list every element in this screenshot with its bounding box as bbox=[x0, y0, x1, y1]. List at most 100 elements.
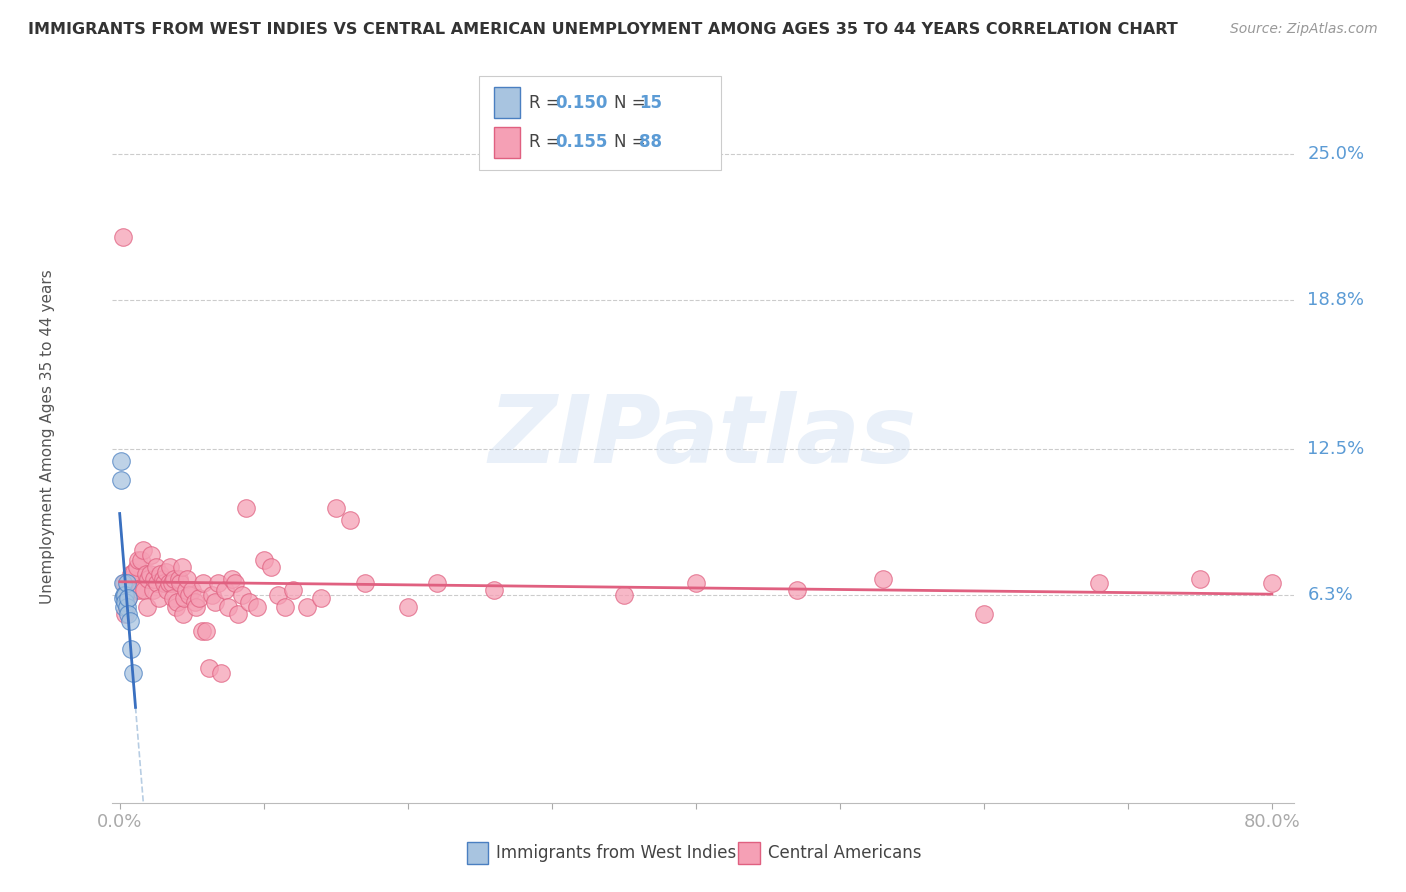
Text: Unemployment Among Ages 35 to 44 years: Unemployment Among Ages 35 to 44 years bbox=[39, 269, 55, 605]
Point bbox=[167, 572, 190, 586]
Point bbox=[238, 595, 260, 609]
Point bbox=[1261, 576, 1284, 591]
Point bbox=[217, 599, 239, 614]
FancyBboxPatch shape bbox=[478, 77, 721, 170]
Point bbox=[260, 559, 283, 574]
Point bbox=[124, 583, 146, 598]
Point bbox=[204, 595, 226, 609]
Point bbox=[110, 473, 132, 487]
Point bbox=[134, 583, 156, 598]
Text: 6.3%: 6.3% bbox=[1308, 586, 1353, 604]
Point bbox=[117, 591, 139, 605]
Point bbox=[114, 588, 136, 602]
Point bbox=[339, 513, 361, 527]
Text: Central Americans: Central Americans bbox=[768, 844, 921, 862]
Point bbox=[176, 572, 198, 586]
Point bbox=[117, 607, 139, 621]
Point bbox=[143, 572, 166, 586]
Point bbox=[183, 595, 205, 609]
Text: R =: R = bbox=[530, 94, 565, 112]
FancyBboxPatch shape bbox=[494, 127, 520, 158]
Text: N =: N = bbox=[614, 134, 651, 152]
Point bbox=[198, 661, 221, 675]
Point bbox=[114, 607, 136, 621]
Point bbox=[138, 572, 160, 586]
Point bbox=[311, 591, 333, 605]
Point bbox=[160, 576, 183, 591]
Point bbox=[112, 576, 135, 591]
Point bbox=[325, 500, 347, 515]
FancyBboxPatch shape bbox=[467, 841, 488, 863]
Point bbox=[193, 576, 215, 591]
Point bbox=[127, 553, 149, 567]
Point bbox=[142, 583, 165, 598]
Point bbox=[115, 583, 138, 598]
Point bbox=[110, 453, 132, 467]
Point bbox=[159, 559, 181, 574]
Point bbox=[148, 591, 170, 605]
Text: 18.8%: 18.8% bbox=[1308, 291, 1364, 310]
Point bbox=[184, 599, 207, 614]
Point bbox=[152, 572, 174, 586]
Point bbox=[111, 229, 134, 244]
Point bbox=[163, 572, 186, 586]
Point bbox=[173, 591, 195, 605]
Point bbox=[281, 583, 304, 598]
Point bbox=[129, 553, 152, 567]
Text: ZIPatlas: ZIPatlas bbox=[489, 391, 917, 483]
Point bbox=[187, 591, 209, 605]
Text: 0.155: 0.155 bbox=[555, 134, 607, 152]
Text: IMMIGRANTS FROM WEST INDIES VS CENTRAL AMERICAN UNEMPLOYMENT AMONG AGES 35 TO 44: IMMIGRANTS FROM WEST INDIES VS CENTRAL A… bbox=[28, 22, 1178, 37]
Point bbox=[195, 624, 218, 638]
Point bbox=[165, 599, 187, 614]
Point bbox=[221, 572, 243, 586]
Point bbox=[155, 565, 177, 579]
Point bbox=[118, 614, 141, 628]
Point bbox=[120, 566, 142, 581]
Point bbox=[135, 566, 157, 581]
Point bbox=[177, 588, 200, 602]
Point bbox=[117, 591, 139, 605]
FancyBboxPatch shape bbox=[738, 841, 759, 863]
Point bbox=[231, 588, 253, 602]
Text: N =: N = bbox=[614, 94, 651, 112]
Point bbox=[156, 583, 179, 598]
Point bbox=[482, 583, 505, 598]
Point bbox=[685, 576, 707, 591]
Point bbox=[396, 599, 419, 614]
Point bbox=[207, 576, 229, 591]
Point bbox=[149, 566, 172, 581]
Point bbox=[224, 576, 246, 591]
Point bbox=[111, 576, 134, 591]
Point bbox=[132, 543, 155, 558]
Point bbox=[353, 576, 375, 591]
Point bbox=[191, 624, 214, 638]
Point bbox=[613, 588, 636, 602]
Point bbox=[226, 607, 249, 621]
Point bbox=[114, 595, 136, 609]
Text: Source: ZipAtlas.com: Source: ZipAtlas.com bbox=[1230, 22, 1378, 37]
Point bbox=[146, 576, 169, 591]
Point bbox=[145, 559, 167, 574]
Point bbox=[162, 591, 184, 605]
Point bbox=[201, 588, 224, 602]
Point bbox=[111, 591, 134, 605]
Point bbox=[786, 583, 808, 598]
Point bbox=[214, 583, 236, 598]
Point bbox=[120, 642, 142, 657]
Point bbox=[209, 666, 232, 681]
Point bbox=[121, 576, 143, 591]
Point bbox=[112, 588, 135, 602]
Text: R =: R = bbox=[530, 134, 565, 152]
Point bbox=[1188, 572, 1211, 586]
Point bbox=[170, 559, 193, 574]
Text: 15: 15 bbox=[640, 94, 662, 112]
Point bbox=[973, 607, 995, 621]
Point bbox=[139, 566, 162, 581]
Point bbox=[872, 572, 894, 586]
Point bbox=[153, 576, 176, 591]
Point bbox=[253, 553, 276, 567]
FancyBboxPatch shape bbox=[494, 87, 520, 118]
Text: 0.150: 0.150 bbox=[555, 94, 607, 112]
Text: 12.5%: 12.5% bbox=[1308, 440, 1365, 458]
